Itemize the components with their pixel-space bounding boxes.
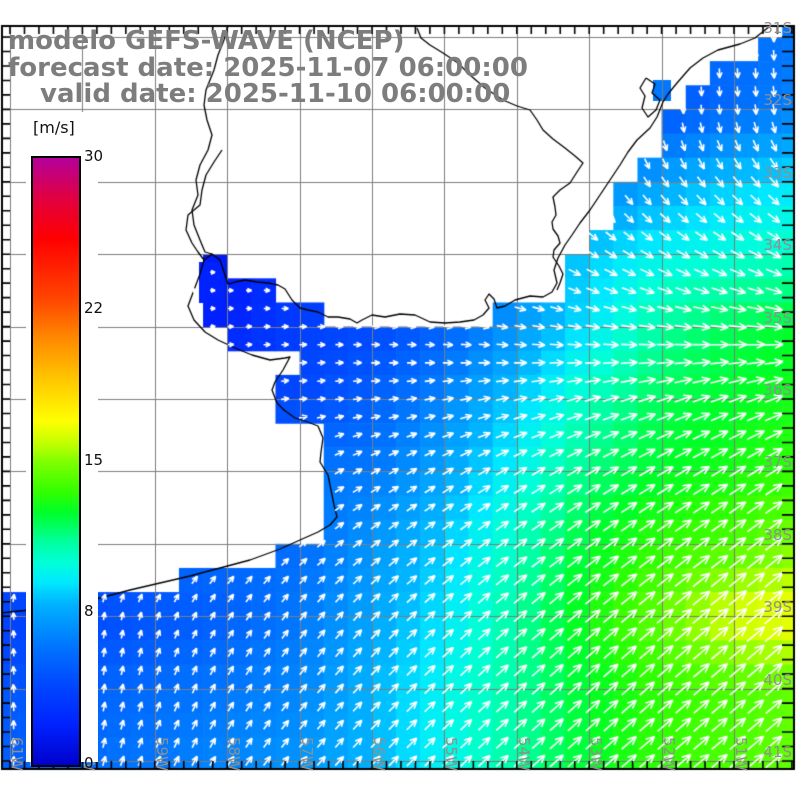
lon-label-57W: 57W	[297, 737, 316, 771]
lon-label-59W: 59W	[152, 737, 171, 771]
lat-label-36S: 36S	[763, 381, 792, 399]
lon-label-51W: 51W	[732, 737, 750, 771]
valid-date-label: valid date: 2025-11-10 06:00:00	[40, 79, 511, 109]
colorbar-tick-label: 15	[84, 450, 104, 469]
colorbar-unit-label: [m/s]	[33, 118, 75, 137]
lon-label-58W: 58W	[225, 737, 244, 771]
lat-label-37S: 37S	[763, 453, 792, 472]
lat-label-41S: 41S	[763, 743, 792, 761]
lon-label-61W: 61W	[8, 737, 26, 771]
lon-label-56W: 56W	[370, 737, 388, 771]
lat-label-40S: 40S	[763, 670, 792, 689]
lat-label-39S: 39S	[763, 598, 792, 617]
lat-label-34S: 34S	[763, 236, 792, 255]
colorbar	[31, 156, 81, 767]
lat-label-32S: 32S	[763, 91, 792, 110]
lon-label-54W: 54W	[514, 737, 533, 771]
model-title: modelo GEFS-WAVE (NCEP)	[8, 26, 405, 56]
colorbar-tick-label: 30	[84, 147, 104, 165]
lat-label-33S: 33S	[763, 163, 792, 182]
lat-label-35S: 35S	[763, 308, 792, 327]
colorbar-tick-label: 22	[84, 298, 104, 317]
lon-label-53W: 53W	[587, 737, 606, 771]
colorbar-tick-label: 8	[84, 602, 94, 621]
lon-label-55W: 55W	[442, 737, 461, 771]
lat-label-38S: 38S	[763, 525, 792, 544]
forecast-date-label: forecast date: 2025-11-07 06:00:00	[8, 53, 528, 83]
lat-label-31S: 31S	[763, 19, 792, 37]
colorbar-tick-label: 0	[84, 754, 94, 772]
lon-label-52W: 52W	[659, 737, 678, 771]
